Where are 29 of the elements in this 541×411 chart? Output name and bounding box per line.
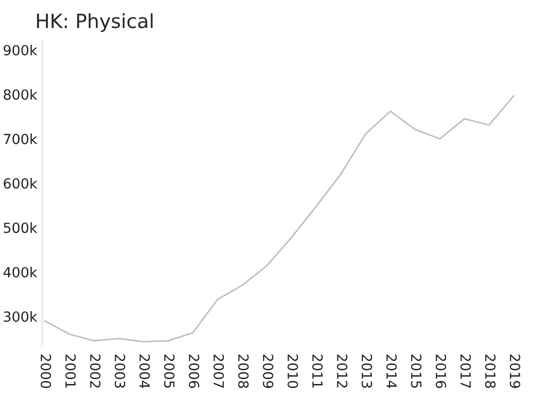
x-tick-label: 2015 xyxy=(411,354,422,388)
x-tick-label: 2016 xyxy=(436,354,446,388)
x-tick-label: 2000 xyxy=(40,354,52,388)
x-tick-label: 2017 xyxy=(460,354,471,388)
x-tick-label: 2001 xyxy=(65,354,76,388)
x-tick-label: 2005 xyxy=(164,354,175,388)
y-tick-label: 300k xyxy=(4,311,38,322)
line-series xyxy=(44,95,515,342)
y-tick-label: 700k xyxy=(4,134,38,144)
x-tick-label: 2011 xyxy=(312,354,323,388)
y-tick-label: 500k xyxy=(4,222,38,234)
x-tick-label: 2013 xyxy=(362,354,372,388)
y-tick-label: 600k xyxy=(4,178,38,189)
x-tick-label: 2006 xyxy=(188,354,200,388)
x-tick-label: 2010 xyxy=(288,354,298,388)
x-tick-label: 2002 xyxy=(90,354,101,388)
x-tick-label: 2004 xyxy=(139,354,150,388)
x-tick-label: 2012 xyxy=(336,354,348,388)
y-tick-label: 800k xyxy=(4,89,38,100)
y-tick-label: 400k xyxy=(3,266,38,278)
y-tick-label: 900k xyxy=(4,44,38,56)
x-tick-label: 2008 xyxy=(238,354,249,388)
x-tick-label: 2003 xyxy=(114,354,126,388)
x-tick-label: 2007 xyxy=(213,354,224,388)
x-tick-label: 2014 xyxy=(386,354,397,388)
x-tick-label: 2009 xyxy=(262,354,274,388)
x-tick-label: 2019 xyxy=(510,354,520,388)
x-tick-label: 2018 xyxy=(485,354,496,388)
chart-title: HK: Physical xyxy=(37,13,153,32)
